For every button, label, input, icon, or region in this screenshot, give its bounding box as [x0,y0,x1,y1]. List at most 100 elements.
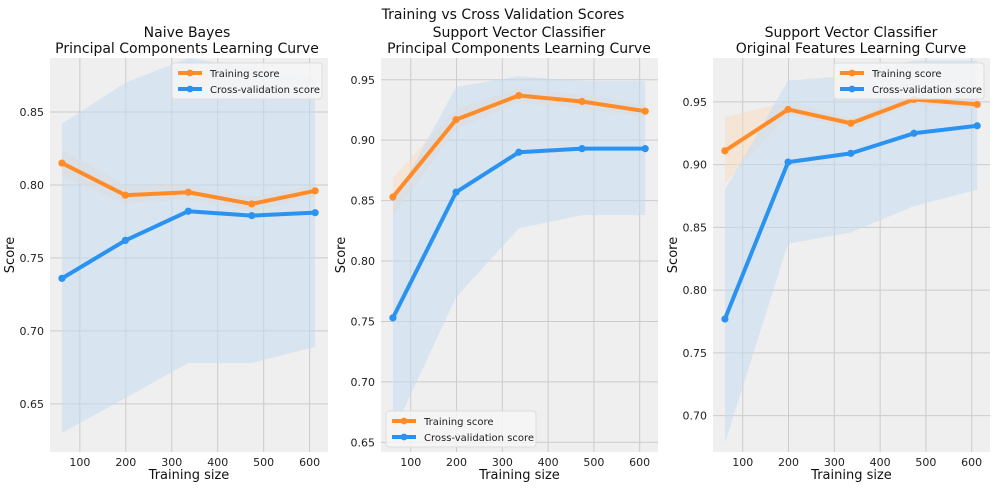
legend-label-training: Training score [209,69,280,80]
cv-point [58,274,66,282]
cv-point [389,314,397,322]
x-tick-label: 400 [870,456,891,469]
cv-point [910,129,918,137]
legend-marker-training [400,417,408,425]
training-point [184,188,192,196]
chart-subtitle: Original Features Learning Curve [736,41,966,57]
cv-band [724,60,978,444]
training-point [452,116,460,124]
legend-marker-cv [186,85,194,93]
cv-band [392,76,646,433]
training-point [58,159,66,167]
legend-label-cv: Cross-validation score [872,85,982,96]
legend-marker-training [848,69,856,77]
chart-subtitle: Principal Components Learning Curve [387,41,651,57]
legend-label-training: Training score [871,69,942,80]
cv-point [248,212,256,220]
training-point [784,105,792,114]
training-point [248,200,256,208]
cv-point [515,148,523,156]
y-tick-label: 0.70 [20,325,45,338]
chart-panel-1: 100 200 300 400 500 600 0.65 0.70 0.75 0.80 0.85 Na… [3,25,328,483]
training-point [389,193,397,201]
y-tick-label: 0.90 [683,159,708,172]
y-axis-label: Score [666,237,681,273]
x-tick-label: 500 [915,456,936,469]
y-tick-label: 0.85 [351,195,376,208]
y-tick-label: 0.80 [351,255,376,268]
x-tick-label: 100 [400,456,421,469]
x-tick-label: 300 [492,456,513,469]
cv-point [121,236,129,245]
chart-panel-3: 100 200 300 400 500 600 0.70 0.75 0.80 0.85 0.90 0.… [666,25,990,483]
cv-point [452,188,460,196]
cv-point [311,209,319,217]
legend: Training score Cross-validation score [171,62,323,100]
legend-box [171,62,323,100]
y-axis-label: Score [334,237,349,273]
cv-point [847,149,855,157]
x-axis-label: Training size [478,468,560,483]
training-point [311,187,319,195]
training-point [847,119,855,127]
cv-point [784,158,792,166]
legend: Training score Cross-validation score [833,62,985,100]
legend-marker-cv [400,433,408,441]
y-tick-label: 0.75 [20,252,45,265]
cv-point [721,315,729,323]
x-tick-label: 300 [824,456,845,469]
legend: Training score Cross-validation score [385,410,537,448]
y-tick-label: 0.95 [351,74,376,87]
chart-title: Naive Bayes [144,25,231,41]
y-tick-label: 0.90 [351,134,376,147]
y-tick-label: 0.65 [351,436,376,449]
chart-title: Support Vector Classifier [433,25,606,41]
cv-point [184,207,192,215]
training-point [721,147,729,155]
legend-label-cv: Cross-validation score [210,85,320,96]
x-tick-label: 400 [207,456,228,469]
training-point [515,91,523,100]
figure-suptitle: Training vs Cross Validation Scores [381,7,625,23]
legend-marker-training [186,69,194,77]
chart-subtitle: Principal Components Learning Curve [55,41,319,57]
training-point [973,100,981,109]
y-tick-label: 0.85 [683,221,708,234]
legend-box [385,410,537,448]
legend-box [833,62,985,100]
x-tick-label: 200 [115,456,136,469]
x-tick-label: 600 [299,456,320,469]
cv-point [578,145,586,153]
y-tick-label: 0.80 [20,179,45,192]
y-tick-label: 0.70 [351,376,376,389]
y-tick-label: 0.70 [683,410,708,423]
legend-marker-cv [848,85,856,93]
y-tick-label: 0.65 [20,398,45,411]
cv-point [973,122,981,130]
x-axis-label: Training size [148,468,230,483]
y-tick-label: 0.85 [20,106,45,119]
y-tick-label: 0.95 [683,96,708,109]
x-axis-label: Training size [810,468,892,483]
training-point [578,97,586,106]
x-tick-label: 500 [253,456,274,469]
training-point [121,191,129,199]
x-tick-label: 600 [629,456,650,469]
x-tick-label: 100 [69,456,90,469]
legend-label-training: Training score [423,417,494,428]
x-tick-label: 200 [778,456,799,469]
y-tick-label: 0.80 [683,284,708,297]
x-tick-label: 100 [732,456,753,469]
cv-band [61,58,316,434]
chart-title: Support Vector Classifier [765,25,938,41]
cv-point [641,145,649,153]
legend-label-cv: Cross-validation score [424,433,534,444]
x-tick-label: 500 [583,456,604,469]
x-tick-label: 400 [538,456,559,469]
y-axis-label: Score [3,237,18,273]
y-tick-label: 0.75 [351,315,376,328]
x-tick-label: 200 [446,456,467,469]
x-tick-label: 600 [961,456,982,469]
x-tick-label: 300 [161,456,182,469]
